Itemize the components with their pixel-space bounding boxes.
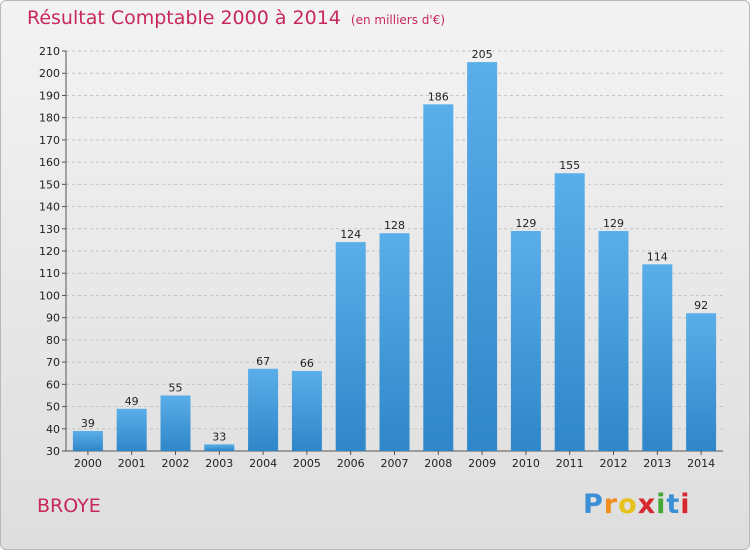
bar-value-label: 67 [256, 355, 270, 368]
bar-value-label: 66 [300, 357, 314, 370]
chart-unit: (en milliers d'€) [350, 13, 446, 27]
x-tick-label: 2012 [600, 457, 628, 470]
proxiti-logo: Proxiti [583, 489, 691, 520]
y-tick-label: 150 [39, 178, 60, 191]
bar [72, 431, 103, 451]
bars [72, 62, 717, 451]
logo-letter: t [666, 489, 681, 520]
y-tick-label: 40 [46, 423, 60, 436]
bar-value-label: 128 [384, 219, 405, 232]
bar [554, 173, 585, 451]
bar-value-label: 114 [647, 250, 668, 263]
y-tick-label: 200 [39, 67, 60, 80]
y-tick-label: 80 [46, 334, 60, 347]
bar-value-label: 129 [603, 217, 624, 230]
y-tick-label: 90 [46, 312, 60, 325]
bar [379, 233, 410, 451]
y-tick-label: 100 [39, 289, 60, 302]
bar-value-label: 186 [428, 90, 449, 103]
y-tick-label: 160 [39, 156, 60, 169]
x-tick-label: 2013 [643, 457, 671, 470]
y-tick-label: 50 [46, 401, 60, 414]
logo-letter: i [680, 489, 691, 520]
x-tick-label: 2014 [687, 457, 715, 470]
chart-title-block: Résultat Comptable 2000 à 2014 (en millie… [27, 7, 445, 29]
x-tick-label: 2011 [556, 457, 584, 470]
logo-letter: o [618, 489, 638, 520]
y-tick-label: 120 [39, 245, 60, 258]
bar [467, 62, 498, 451]
bar-value-label: 129 [515, 217, 536, 230]
bar-value-label: 92 [694, 299, 708, 312]
bar [423, 104, 454, 451]
x-tick-label: 2000 [74, 457, 102, 470]
x-tick-label: 2010 [512, 457, 540, 470]
logo-letter: i [656, 489, 667, 520]
labels: 30 40 50 60 70 80 90 100 110 120 130 140 150 160 170 18… [39, 45, 715, 470]
location-name: BROYE [37, 495, 101, 517]
x-tick-label: 2001 [118, 457, 146, 470]
bar-value-label: 205 [472, 48, 493, 61]
bar [116, 408, 147, 451]
logo-letter: x [637, 489, 657, 520]
x-tick-label: 2002 [162, 457, 190, 470]
bar [248, 368, 279, 451]
y-tick-label: 180 [39, 112, 60, 125]
bar-value-label: 49 [125, 395, 139, 408]
x-tick-label: 2003 [205, 457, 233, 470]
bar-value-label: 124 [340, 228, 361, 241]
bar-value-label: 39 [81, 417, 95, 430]
bar [160, 395, 191, 451]
bar [598, 231, 629, 451]
y-tick-label: 170 [39, 134, 60, 147]
y-tick-label: 210 [39, 45, 60, 58]
x-tick-label: 2009 [468, 457, 496, 470]
x-tick-label: 2004 [249, 457, 277, 470]
x-tick-label: 2007 [381, 457, 409, 470]
logo-letter: P [583, 489, 604, 520]
bar [291, 371, 322, 451]
bar-value-label: 55 [169, 381, 183, 394]
bar [642, 264, 673, 451]
y-tick-label: 60 [46, 378, 60, 391]
y-tick-label: 110 [39, 267, 60, 280]
bar-value-label: 155 [559, 159, 580, 172]
logo-letter: r [603, 489, 619, 520]
y-tick-label: 140 [39, 201, 60, 214]
x-tick-label: 2006 [337, 457, 365, 470]
bar-value-label: 33 [212, 430, 226, 443]
y-tick-label: 190 [39, 89, 60, 102]
bar [686, 313, 717, 451]
x-tick-label: 2005 [293, 457, 321, 470]
bar [204, 444, 235, 451]
x-tick-label: 2008 [424, 457, 452, 470]
bar [335, 242, 366, 451]
y-tick-label: 70 [46, 356, 60, 369]
chart-title: Résultat Comptable 2000 à 2014 [27, 7, 341, 29]
y-tick-label: 30 [46, 445, 60, 458]
bar [510, 231, 541, 451]
y-tick-label: 130 [39, 223, 60, 236]
